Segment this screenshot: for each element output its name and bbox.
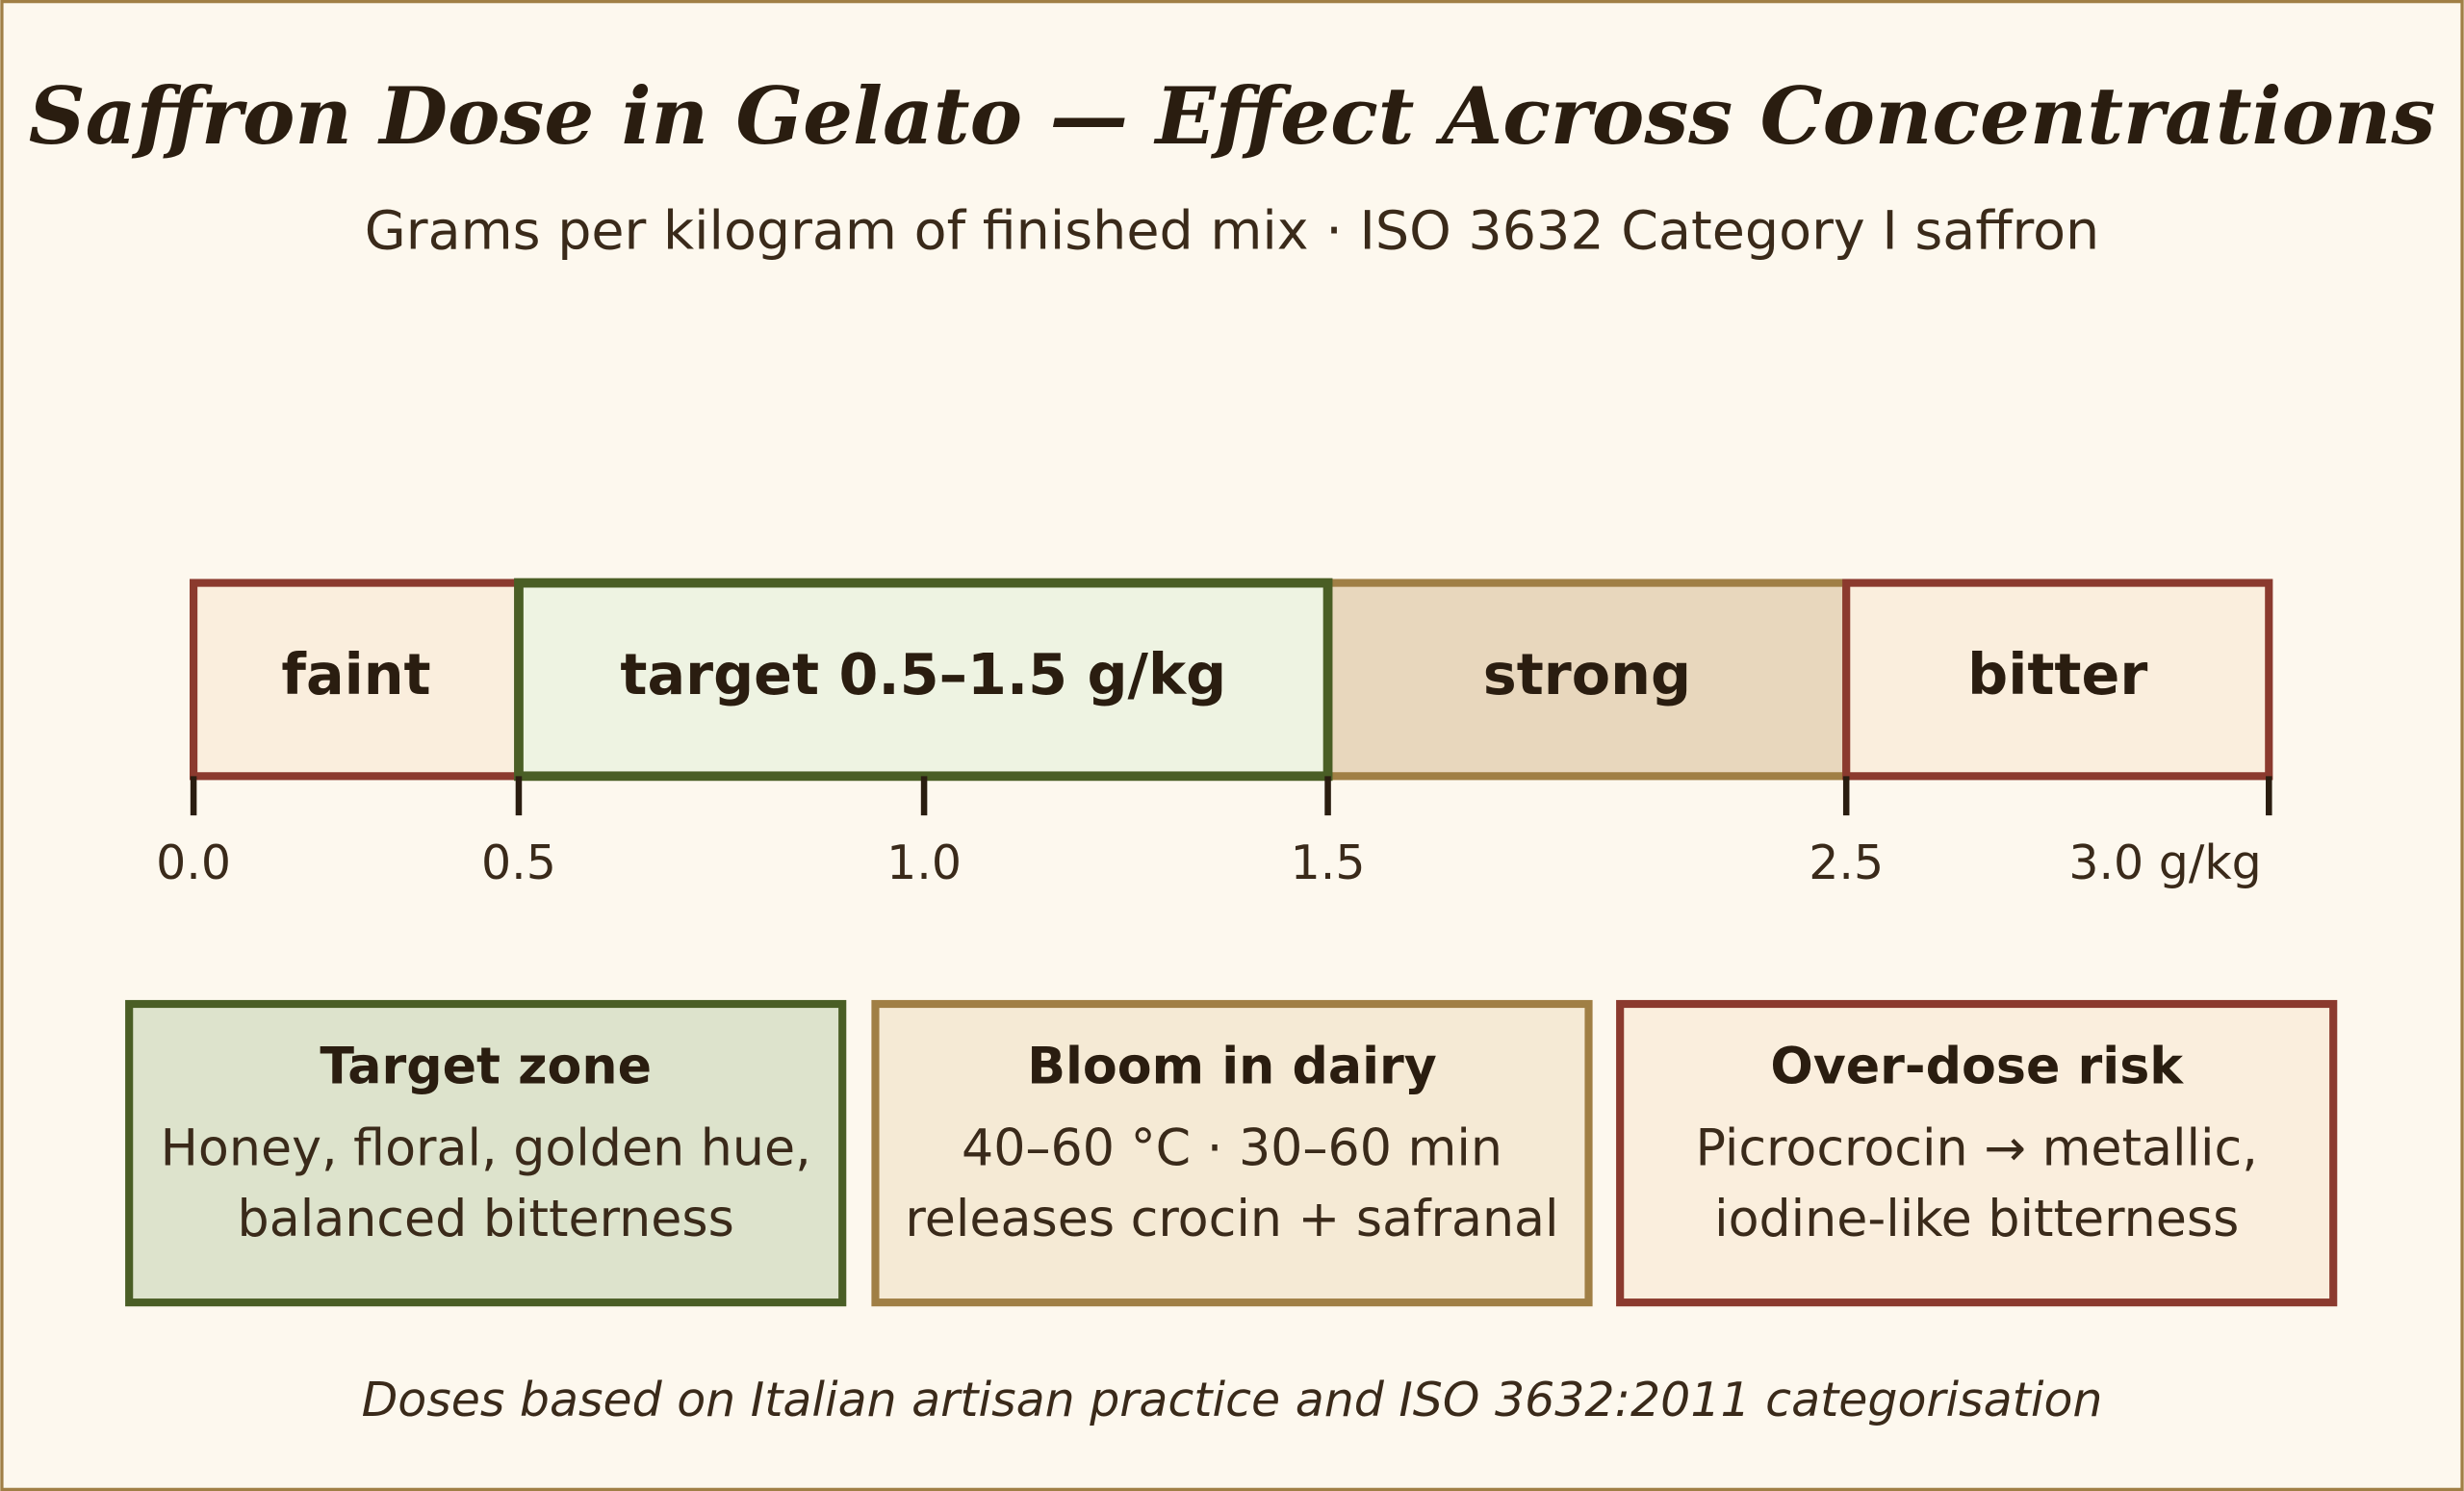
tick-label: 0.5 bbox=[481, 835, 556, 890]
card-line: Picrocrocin → metallic, bbox=[1695, 1119, 2257, 1177]
zone-label: bitter bbox=[1967, 641, 2147, 707]
card-line: 40–60 °C · 30–60 min bbox=[962, 1119, 1502, 1177]
card bbox=[125, 999, 847, 1307]
tick-label: 3.0 g/kg bbox=[2068, 835, 2261, 890]
card bbox=[1616, 999, 2338, 1307]
cards: Target zone Honey, floral, golden hue, bal… bbox=[125, 999, 2338, 1307]
zone bbox=[1842, 578, 2273, 781]
title: Saffron Dose in Gelato — Effect Across C… bbox=[29, 70, 2436, 163]
tick-label: 2.5 bbox=[1809, 835, 1884, 890]
card-title: Bloom in dairy bbox=[1027, 1039, 1437, 1096]
card-line: Honey, floral, golden hue, bbox=[161, 1119, 811, 1177]
zone bbox=[190, 578, 524, 781]
card-title: Over-dose risk bbox=[1770, 1039, 2184, 1096]
zone-label: faint bbox=[281, 641, 430, 707]
card-line: releases crocin + safranal bbox=[905, 1191, 1558, 1248]
card-line: balanced bitterness bbox=[238, 1191, 734, 1248]
tick-label: 0.0 bbox=[156, 835, 231, 890]
zone bbox=[1323, 578, 1851, 781]
zone-label: strong bbox=[1483, 641, 1691, 707]
tick-label: 1.5 bbox=[1291, 835, 1366, 890]
card bbox=[871, 999, 1593, 1307]
footnote: Doses based on Italian artisan practice … bbox=[362, 1373, 2103, 1427]
zone-label: target 0.5–1.5 g/kg bbox=[620, 641, 1226, 707]
subtitle: Grams per kilogram of finished mix · ISO… bbox=[365, 199, 2099, 262]
dose-scale: faint target 0.5–1.5 g/kg strong bitter 0.0 0… bbox=[156, 578, 2273, 890]
card-line: iodine-like bitterness bbox=[1714, 1191, 2239, 1248]
tick-label: 1.0 bbox=[886, 835, 962, 890]
card-title: Target zone bbox=[320, 1039, 652, 1096]
